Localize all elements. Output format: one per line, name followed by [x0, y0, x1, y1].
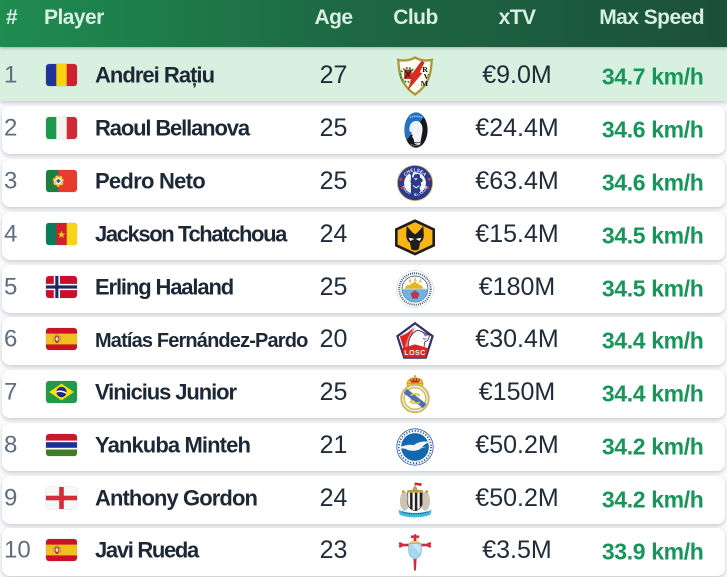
svg-text:M: M — [421, 79, 429, 88]
svg-text:R: R — [422, 65, 428, 74]
svg-text:V: V — [424, 72, 430, 81]
svg-text:LOSC: LOSC — [404, 348, 426, 357]
